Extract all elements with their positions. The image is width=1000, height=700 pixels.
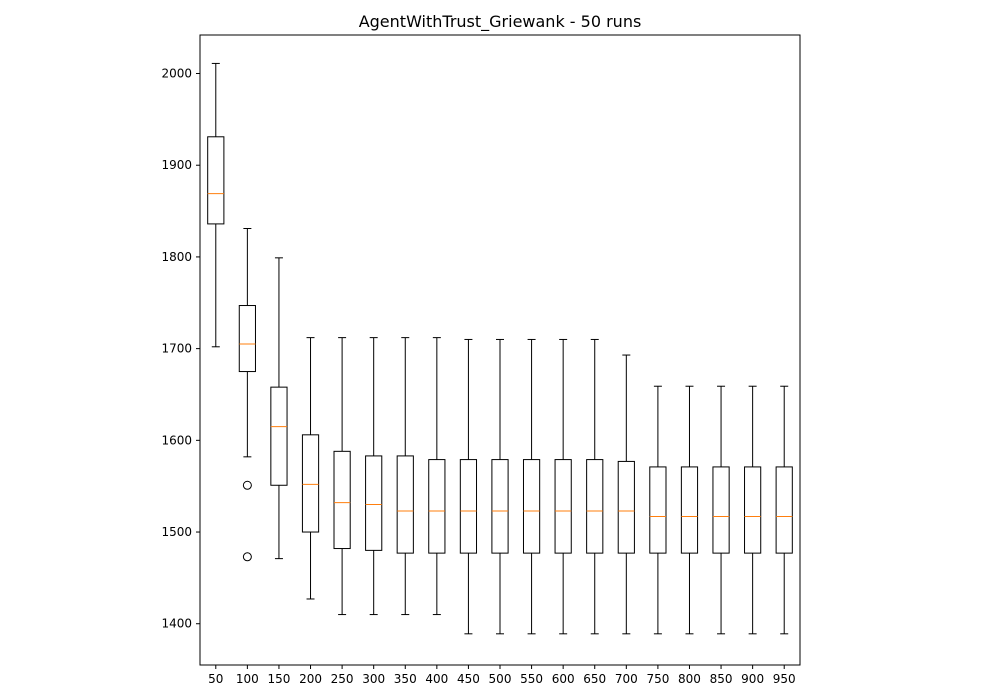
box [554,459,572,554]
box [301,434,320,533]
y-tick-label: 1800 [161,250,192,264]
box [744,466,762,554]
x-tick-label: 600 [552,672,575,686]
x-tick-label: 750 [646,672,669,686]
box [396,455,414,554]
box [522,459,541,554]
y-tick-label: 1600 [161,433,192,447]
box [207,136,225,225]
x-tick-label: 250 [331,672,354,686]
box [712,466,730,554]
x-tick-label: 500 [489,672,512,686]
box [775,466,793,554]
box [586,459,604,554]
box [459,459,478,554]
x-tick-label: 700 [615,672,638,686]
plot-area: 1400 1500 1600 1700 1800 1900 2000 50 100 150 200 2… [161,34,801,686]
y-tick-label: 1400 [161,617,192,631]
y-tick-label: 1500 [161,525,192,539]
box [491,459,509,554]
x-tick-label: 100 [236,672,259,686]
x-tick-label: 950 [773,672,796,686]
box [680,466,699,554]
x-tick-label: 450 [457,672,480,686]
box [617,460,635,554]
x-tick-label: 650 [583,672,606,686]
outlier-point [242,552,252,562]
box [428,459,446,554]
box [333,450,351,550]
chart-title: AgentWithTrust_Griewank - 50 runs [359,12,642,32]
x-tick-label: 400 [425,672,448,686]
box [649,466,667,554]
x-tick-label: 300 [362,672,385,686]
x-tick-label: 50 [208,672,223,686]
x-tick-label: 850 [710,672,733,686]
x-tick-label: 350 [394,672,417,686]
box [238,305,256,373]
x-tick-label: 550 [520,672,543,686]
box [270,386,288,486]
y-tick-label: 2000 [161,67,192,81]
x-tick-label: 900 [741,672,764,686]
outlier-point [242,480,252,490]
box [365,455,383,551]
x-tick-label: 800 [678,672,701,686]
y-tick-label: 1900 [161,158,192,172]
x-tick-label: 150 [267,672,290,686]
x-tick-label: 200 [299,672,322,686]
y-tick-label: 1700 [161,342,192,356]
